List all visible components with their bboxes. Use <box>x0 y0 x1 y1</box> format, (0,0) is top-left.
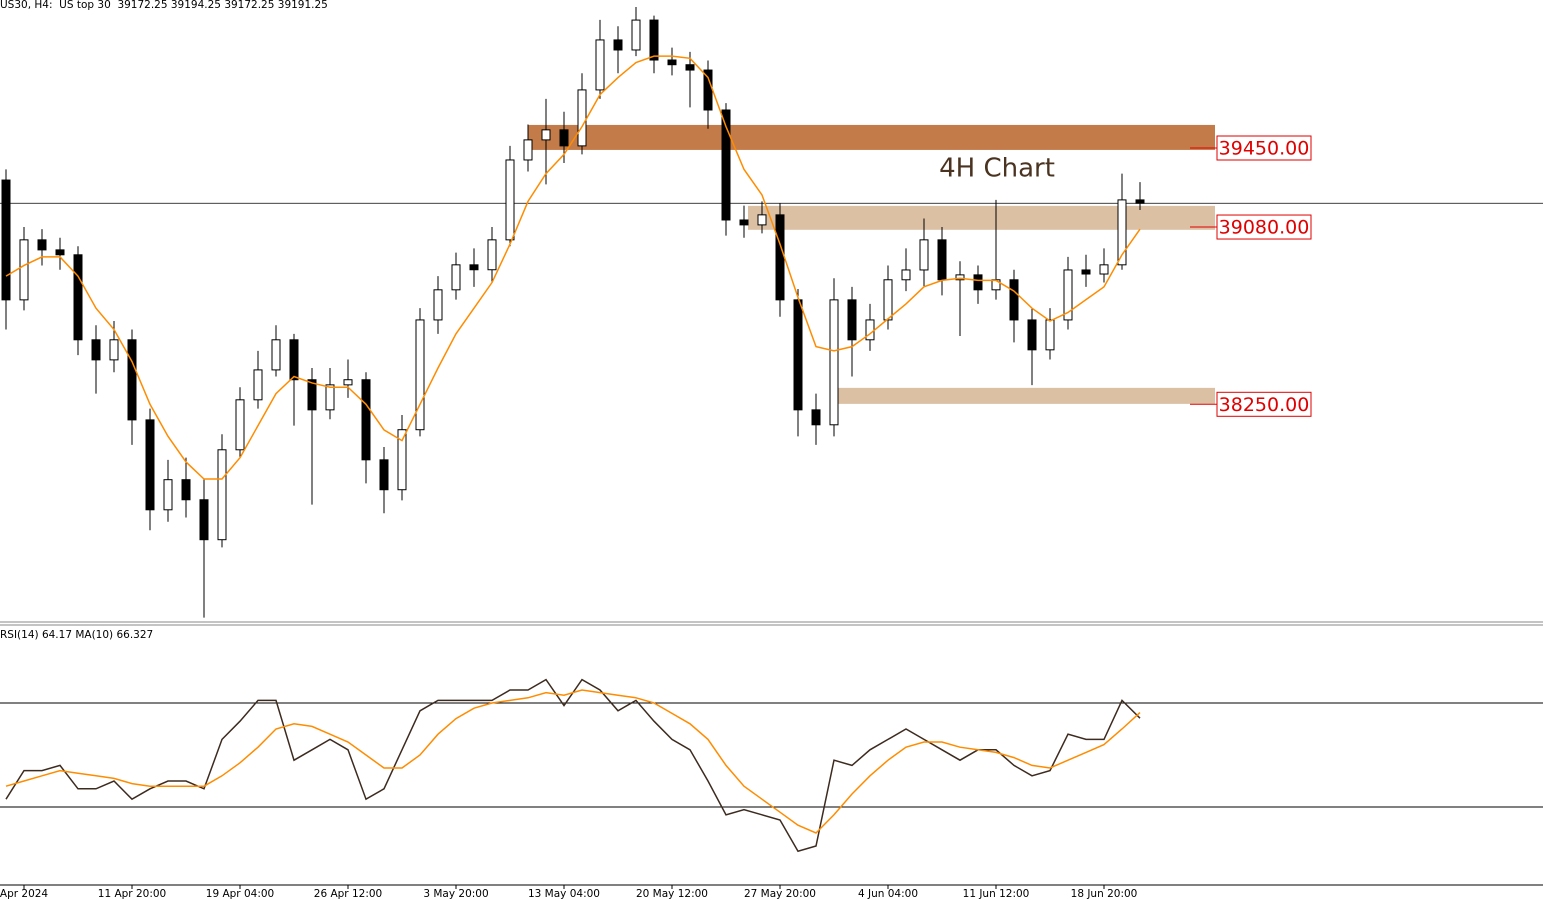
candle-body <box>649 19 659 61</box>
x-tick-label: Apr 2024 <box>0 888 48 900</box>
level-label-box <box>1216 214 1312 240</box>
annotation: 4H Chart <box>939 154 1055 184</box>
candle-body <box>505 159 515 241</box>
candle-body <box>289 339 299 381</box>
candle-body <box>1135 199 1145 204</box>
candle-body <box>847 299 857 341</box>
candle-body <box>307 379 317 411</box>
candle-body <box>127 339 137 421</box>
candle-body <box>757 214 767 226</box>
candle-body <box>19 239 29 301</box>
rsi-title: RSI(14) 64.17 MA(10) 66.327 <box>0 629 153 641</box>
candle-body <box>595 39 605 91</box>
level-label: 39450.00 <box>1219 138 1310 160</box>
x-tick-label: 11 Apr 20:00 <box>98 888 166 900</box>
level-label-box <box>1216 391 1312 417</box>
candle-body <box>883 279 893 321</box>
x-tick-label: 26 Apr 12:00 <box>314 888 382 900</box>
candle-body <box>775 214 785 301</box>
candle-body <box>865 319 875 341</box>
candle-body <box>109 339 119 361</box>
candle-body <box>811 409 821 426</box>
candle-body <box>829 299 839 426</box>
candle-body <box>793 299 803 411</box>
level-label: 39080.00 <box>1219 217 1310 239</box>
candle-body <box>1099 264 1109 275</box>
x-tick-label: 4 Jun 04:00 <box>858 888 918 900</box>
zone <box>528 124 1215 150</box>
candle-body <box>541 129 551 141</box>
candle-body <box>721 109 731 221</box>
candle-body <box>235 399 245 451</box>
candle-body <box>1009 279 1019 321</box>
candle-body <box>379 459 389 491</box>
x-tick-label: 3 May 20:00 <box>423 888 488 900</box>
candle-body <box>199 499 209 541</box>
candle-body <box>181 479 191 501</box>
zone <box>748 205 1215 230</box>
candle-body <box>487 239 497 271</box>
candle-body <box>1045 319 1055 351</box>
candle-body <box>1 179 11 301</box>
candle-body <box>667 59 677 66</box>
candle-body <box>901 269 911 281</box>
candle-body <box>397 429 407 491</box>
x-tick-label: 19 Apr 04:00 <box>206 888 274 900</box>
x-tick-label: 27 May 20:00 <box>744 888 816 900</box>
candle-body <box>217 449 227 541</box>
candle-body <box>955 274 965 281</box>
candle-body <box>55 249 65 256</box>
candle-body <box>1063 269 1073 321</box>
candle-body <box>613 39 623 51</box>
rsi-line <box>5 689 1141 834</box>
candle-body <box>271 339 281 371</box>
candle-body <box>469 264 479 271</box>
candle-body <box>343 379 353 386</box>
candle-body <box>1081 269 1091 275</box>
candle-body <box>919 239 929 271</box>
candle-body <box>145 419 155 511</box>
level-label-box <box>1216 135 1312 161</box>
candle-body <box>325 384 335 411</box>
candle-body <box>1117 199 1127 266</box>
candle-body <box>91 339 101 361</box>
candle-body <box>559 129 569 147</box>
candle-body <box>415 319 425 431</box>
level-label: 38250.00 <box>1219 394 1310 416</box>
candle-body <box>631 19 641 51</box>
candle-body <box>163 479 173 511</box>
candle-body <box>703 69 713 111</box>
rsi-panel <box>0 678 1543 853</box>
x-tick-label: 11 Jun 12:00 <box>963 888 1030 900</box>
candle-body <box>451 264 461 291</box>
zone <box>830 387 1215 404</box>
candle-body <box>577 89 587 147</box>
x-tick-label: 18 Jun 20:00 <box>1071 888 1138 900</box>
time-axis-labels: Apr 2024 11 Apr 20:00 19 Apr 04:00 26 Apr 1… <box>0 885 1137 900</box>
candle-body <box>37 239 47 251</box>
candle-body <box>523 139 533 161</box>
chart-title: US30, H4: US top 30 39172.25 39194.25 39… <box>0 0 328 11</box>
price-panel: 39450.00 39080.00 38250.00 <box>0 7 1543 618</box>
x-tick-label: 13 May 04:00 <box>528 888 600 900</box>
candle-body <box>73 254 83 341</box>
candle-body <box>937 239 947 281</box>
candle-body <box>253 369 263 401</box>
candle-body <box>739 219 749 226</box>
candle-body <box>685 64 695 71</box>
candle-body <box>361 379 371 461</box>
candle-body <box>433 289 443 321</box>
candle-body <box>1027 319 1037 351</box>
candle-body <box>973 274 983 291</box>
x-tick-label: 20 May 12:00 <box>636 888 708 900</box>
moving-average <box>5 55 1141 480</box>
